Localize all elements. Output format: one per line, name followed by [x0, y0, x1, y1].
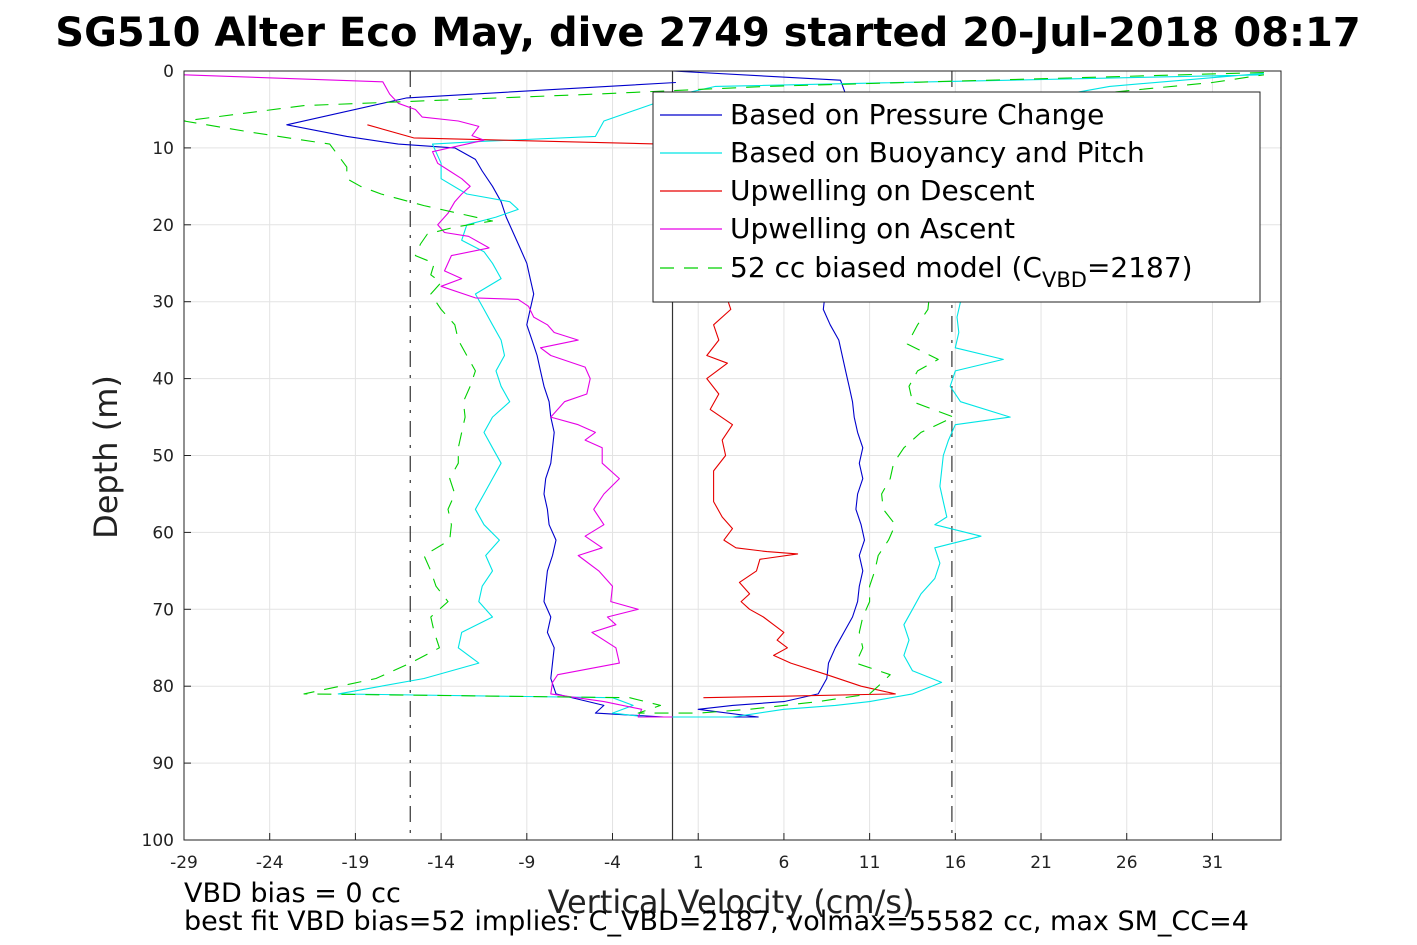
legend-label-model-main: 52 cc biased model (C: [730, 251, 1042, 284]
x-tick-label: -19: [342, 853, 370, 873]
legend-label-buoyancy: Based on Buoyancy and Pitch: [730, 136, 1145, 169]
x-tick-label: -4: [604, 853, 621, 873]
x-tick-label: 6: [779, 853, 790, 873]
x-tick-label: -14: [427, 853, 455, 873]
y-tick-labels: 0 10 20 30 40 50 60 70 80 90 100: [142, 62, 174, 851]
legend-label-ascent: Upwelling on Ascent: [730, 212, 1015, 245]
series-line-4: [183, 71, 1264, 714]
y-tick-label: 80: [152, 677, 174, 697]
y-tick-label: 60: [152, 523, 174, 543]
legend-label-descent: Upwelling on Descent: [730, 174, 1035, 207]
y-tick-label: 100: [142, 831, 174, 851]
x-tick-label: 1: [693, 853, 704, 873]
vbd-bias-note: VBD bias = 0 cc: [184, 878, 401, 909]
legend-box: [652, 91, 1261, 303]
y-tick-label: 0: [163, 62, 174, 82]
legend: Based on Pressure Change Based on Buoyan…: [652, 91, 1261, 303]
y-tick-label: 30: [152, 293, 174, 313]
x-tick-label: 31: [1202, 853, 1224, 873]
x-tick-labels: -29 -24 -19 -14 -9 -4 1 6 11 16 21 26 31: [170, 853, 1223, 873]
x-axis-label: Vertical Velocity (cm/s): [548, 883, 915, 921]
y-tick-label: 40: [152, 370, 174, 390]
y-tick-label: 10: [152, 139, 174, 159]
x-tick-label: 26: [1116, 853, 1138, 873]
x-tick-label: -29: [170, 853, 198, 873]
legend-label-pressure: Based on Pressure Change: [730, 98, 1104, 131]
x-tick-label: 21: [1030, 853, 1052, 873]
plot-area-frame: [183, 70, 1282, 841]
legend-label-model-subscript: VBD: [1042, 268, 1087, 292]
y-tick-label: 20: [152, 216, 174, 236]
y-tick-label: 50: [152, 447, 174, 467]
legend-label-model-tail: =2187): [1087, 251, 1193, 284]
x-tick-label: 16: [945, 853, 967, 873]
best-fit-note: best fit VBD bias=52 implies: C_VBD=2187…: [184, 906, 1249, 937]
y-axis-label: Depth (m): [87, 375, 125, 539]
series-line-3: [183, 74, 673, 718]
x-tick-label: -9: [518, 853, 535, 873]
y-tick-label: 70: [152, 600, 174, 620]
x-tick-label: -24: [256, 853, 284, 873]
chart-title: SG510 Alter Eco May, dive 2749 started 2…: [55, 10, 1360, 56]
x-tick-label: 11: [859, 853, 881, 873]
y-tick-label: 90: [152, 754, 174, 774]
legend-label-model: 52 cc biased model (CVBD=2187): [730, 251, 1193, 292]
